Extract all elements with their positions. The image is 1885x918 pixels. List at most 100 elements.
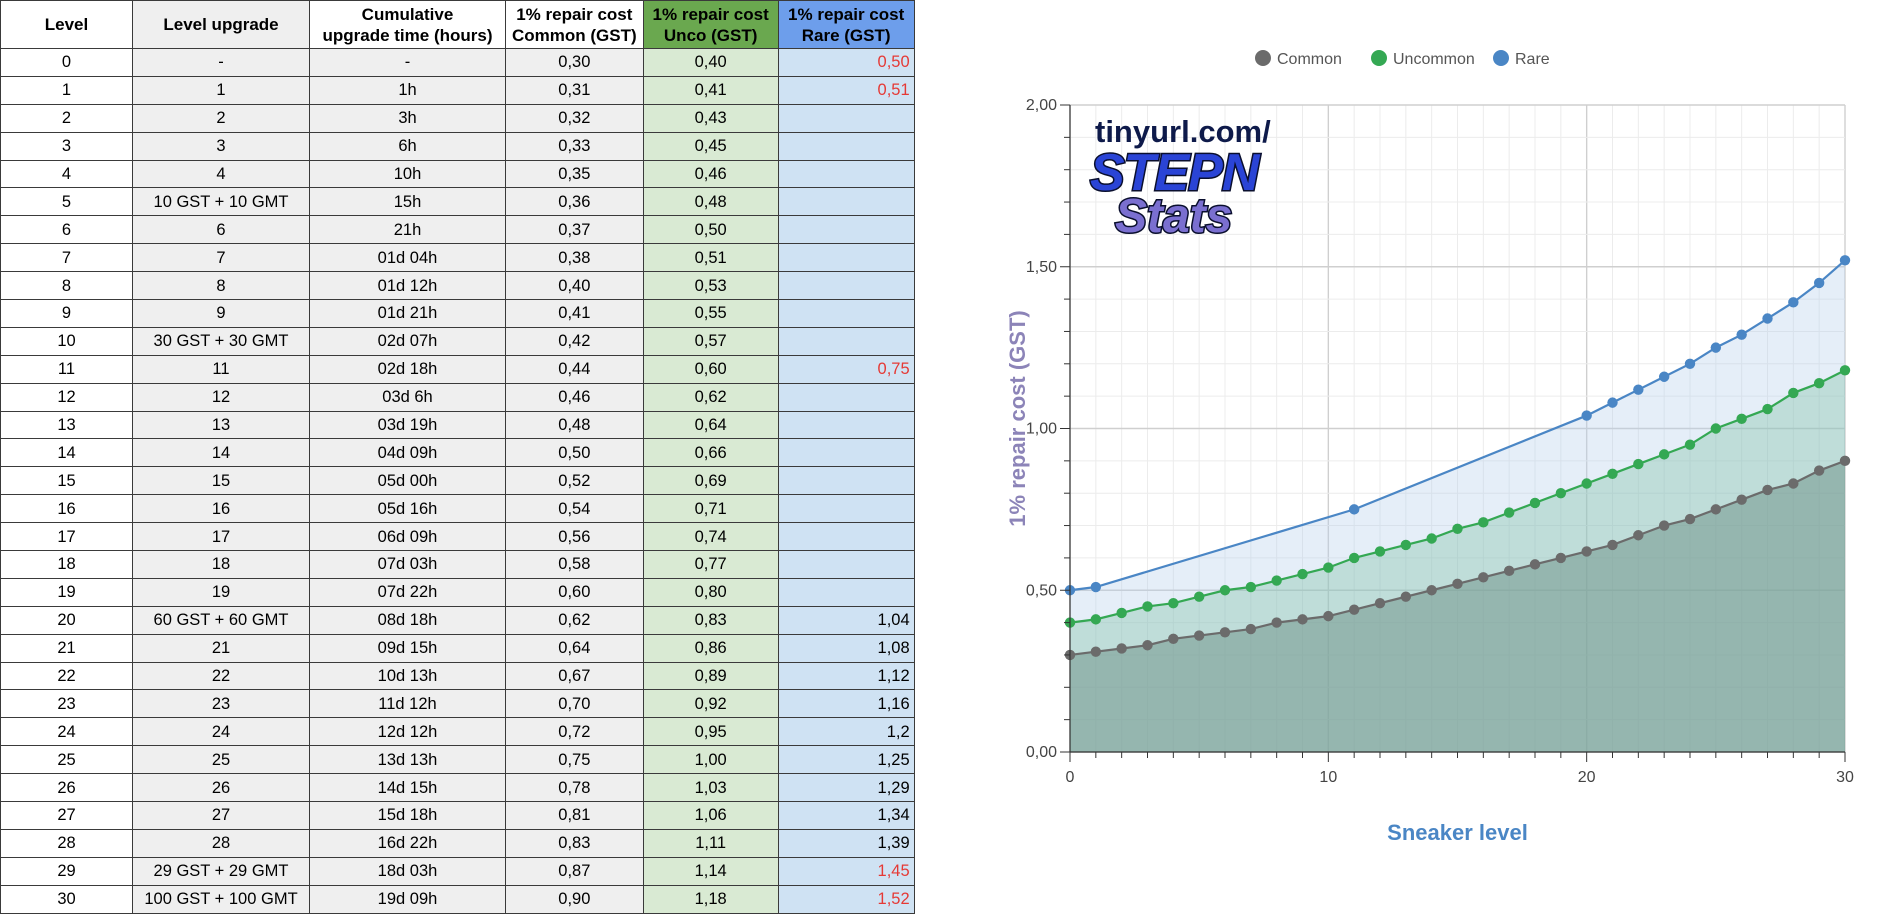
cell-rare[interactable]	[777, 438, 915, 468]
cell-upgrade[interactable]: 21	[132, 633, 310, 663]
data-point-common[interactable]	[1374, 597, 1386, 609]
cell-level[interactable]: 25	[0, 745, 133, 775]
data-point-uncommon[interactable]	[1400, 539, 1412, 551]
data-point-common[interactable]	[1426, 585, 1437, 596]
cell-uncommon[interactable]: 0,46	[642, 159, 779, 189]
cell-common[interactable]: 0,67	[505, 661, 644, 691]
cell-rare[interactable]	[777, 159, 915, 189]
cell-uncommon[interactable]: 1,18	[642, 884, 779, 914]
data-point-uncommon[interactable]	[1684, 439, 1696, 450]
cell-rare[interactable]: 1,12	[777, 661, 915, 691]
cell-time[interactable]: 02d 07h	[309, 326, 506, 356]
cell-uncommon[interactable]: 0,66	[642, 438, 779, 468]
cell-common[interactable]: 0,38	[505, 243, 644, 273]
data-point-rare[interactable]	[1788, 297, 1799, 308]
cell-rare[interactable]: 0,50	[777, 48, 915, 77]
data-point-rare[interactable]	[1581, 410, 1592, 421]
cell-upgrade[interactable]: 25	[132, 745, 310, 775]
data-point-uncommon[interactable]	[1581, 478, 1592, 489]
data-point-common[interactable]	[1193, 630, 1205, 641]
cell-time[interactable]: 03d 19h	[309, 410, 506, 440]
data-point-common[interactable]	[1581, 546, 1592, 557]
cell-common[interactable]: 0,90	[505, 884, 644, 914]
data-point-uncommon[interactable]	[1348, 552, 1360, 564]
data-point-uncommon[interactable]	[1452, 523, 1463, 534]
cell-rare[interactable]: 1,52	[777, 884, 915, 914]
cell-rare[interactable]	[777, 243, 915, 273]
cell-common[interactable]: 0,46	[505, 382, 644, 412]
cell-upgrade[interactable]: 23	[132, 689, 310, 719]
cell-time[interactable]: 21h	[309, 215, 506, 245]
cell-upgrade[interactable]: 26	[132, 773, 310, 803]
cell-level[interactable]: 14	[0, 438, 133, 468]
cell-rare[interactable]	[777, 466, 915, 496]
cell-level[interactable]: 17	[0, 522, 133, 552]
cell-uncommon[interactable]: 0,53	[642, 271, 779, 301]
cell-level[interactable]: 1	[0, 75, 133, 105]
cell-common[interactable]: 0,58	[505, 550, 644, 579]
cell-common[interactable]: 0,35	[505, 159, 644, 189]
cell-common[interactable]: 0,83	[505, 828, 644, 858]
cell-common[interactable]: 0,75	[505, 745, 644, 775]
cell-upgrade[interactable]: 1	[132, 75, 310, 105]
cell-time[interactable]: 6h	[309, 131, 506, 161]
cell-level[interactable]: 0	[0, 48, 133, 77]
cell-rare[interactable]: 0,75	[777, 354, 915, 384]
cell-level[interactable]: 9	[0, 299, 133, 328]
cell-level[interactable]: 29	[0, 856, 133, 886]
cell-time[interactable]: 10d 13h	[309, 661, 506, 691]
cell-rare[interactable]	[777, 215, 915, 245]
cell-level[interactable]: 26	[0, 773, 133, 803]
cell-rare[interactable]	[777, 103, 915, 133]
cell-level[interactable]: 3	[0, 131, 133, 161]
cell-uncommon[interactable]: 0,43	[642, 103, 779, 133]
cell-upgrade[interactable]: 100 GST + 100 GMT	[132, 884, 310, 914]
cell-rare[interactable]	[777, 131, 915, 161]
cell-uncommon[interactable]: 0,77	[642, 550, 779, 579]
header-level[interactable]: Level	[0, 0, 133, 49]
cell-level[interactable]: 18	[0, 550, 133, 579]
cell-upgrade[interactable]: 17	[132, 522, 310, 552]
data-point-common[interactable]	[1142, 640, 1153, 651]
data-point-uncommon[interactable]	[1142, 601, 1153, 612]
cell-common[interactable]: 0,70	[505, 689, 644, 719]
data-point-rare[interactable]	[1736, 329, 1747, 340]
cell-uncommon[interactable]: 1,03	[642, 773, 779, 803]
header-rare[interactable]: 1% repair cost Rare (GST)	[777, 0, 915, 49]
data-point-common[interactable]	[1529, 559, 1541, 570]
cell-rare[interactable]	[777, 577, 915, 607]
data-point-uncommon[interactable]	[1788, 387, 1799, 399]
cell-level[interactable]: 4	[0, 159, 133, 189]
cell-upgrade[interactable]: 6	[132, 215, 310, 245]
data-point-rare[interactable]	[1813, 277, 1825, 289]
legend-item-rare[interactable]: Rare	[1493, 50, 1550, 68]
cell-time[interactable]: 10h	[309, 159, 506, 189]
data-point-uncommon[interactable]	[1503, 507, 1515, 518]
cell-uncommon[interactable]: 0,64	[642, 410, 779, 440]
cell-level[interactable]: 16	[0, 494, 133, 524]
cell-time[interactable]: 18d 03h	[309, 856, 506, 886]
cell-uncommon[interactable]: 0,62	[642, 382, 779, 412]
cell-level[interactable]: 12	[0, 382, 133, 412]
cell-level[interactable]: 20	[0, 605, 133, 635]
cell-level[interactable]: 24	[0, 717, 133, 747]
cell-common[interactable]: 0,81	[505, 801, 644, 830]
data-point-common[interactable]	[1168, 633, 1179, 644]
data-point-common[interactable]	[1813, 465, 1825, 476]
cell-time[interactable]: 04d 09h	[309, 438, 506, 468]
data-point-common[interactable]	[1090, 646, 1102, 657]
data-point-common[interactable]	[1452, 578, 1463, 589]
data-point-common[interactable]	[1633, 530, 1644, 541]
cell-uncommon[interactable]: 0,41	[642, 75, 779, 105]
cell-upgrade[interactable]: 28	[132, 828, 310, 858]
data-point-rare[interactable]	[1710, 342, 1722, 353]
cell-time[interactable]: 11d 12h	[309, 689, 506, 719]
data-point-common[interactable]	[1684, 513, 1696, 525]
data-point-common[interactable]	[1658, 520, 1670, 531]
cell-uncommon[interactable]: 0,80	[642, 577, 779, 607]
cell-uncommon[interactable]: 0,86	[642, 633, 779, 663]
legend-item-uncommon[interactable]: Uncommon	[1371, 50, 1475, 68]
cell-upgrade[interactable]: 11	[132, 354, 310, 384]
cell-time[interactable]: 02d 18h	[309, 354, 506, 384]
cell-time[interactable]: 07d 22h	[309, 577, 506, 607]
